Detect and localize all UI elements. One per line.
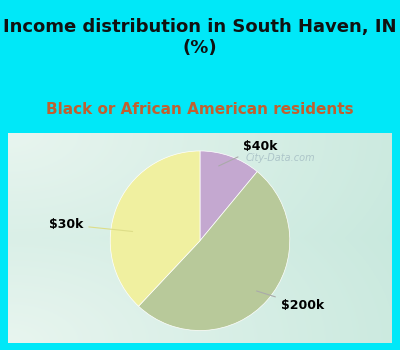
Text: City-Data.com: City-Data.com	[246, 153, 316, 163]
Text: Income distribution in South Haven, IN
(%): Income distribution in South Haven, IN (…	[3, 18, 397, 57]
Text: Black or African American residents: Black or African American residents	[46, 102, 354, 117]
Wedge shape	[110, 151, 200, 306]
Text: $30k: $30k	[49, 218, 132, 231]
Wedge shape	[138, 172, 290, 330]
Text: $200k: $200k	[256, 291, 324, 312]
Text: $40k: $40k	[219, 140, 278, 166]
Wedge shape	[200, 151, 257, 241]
